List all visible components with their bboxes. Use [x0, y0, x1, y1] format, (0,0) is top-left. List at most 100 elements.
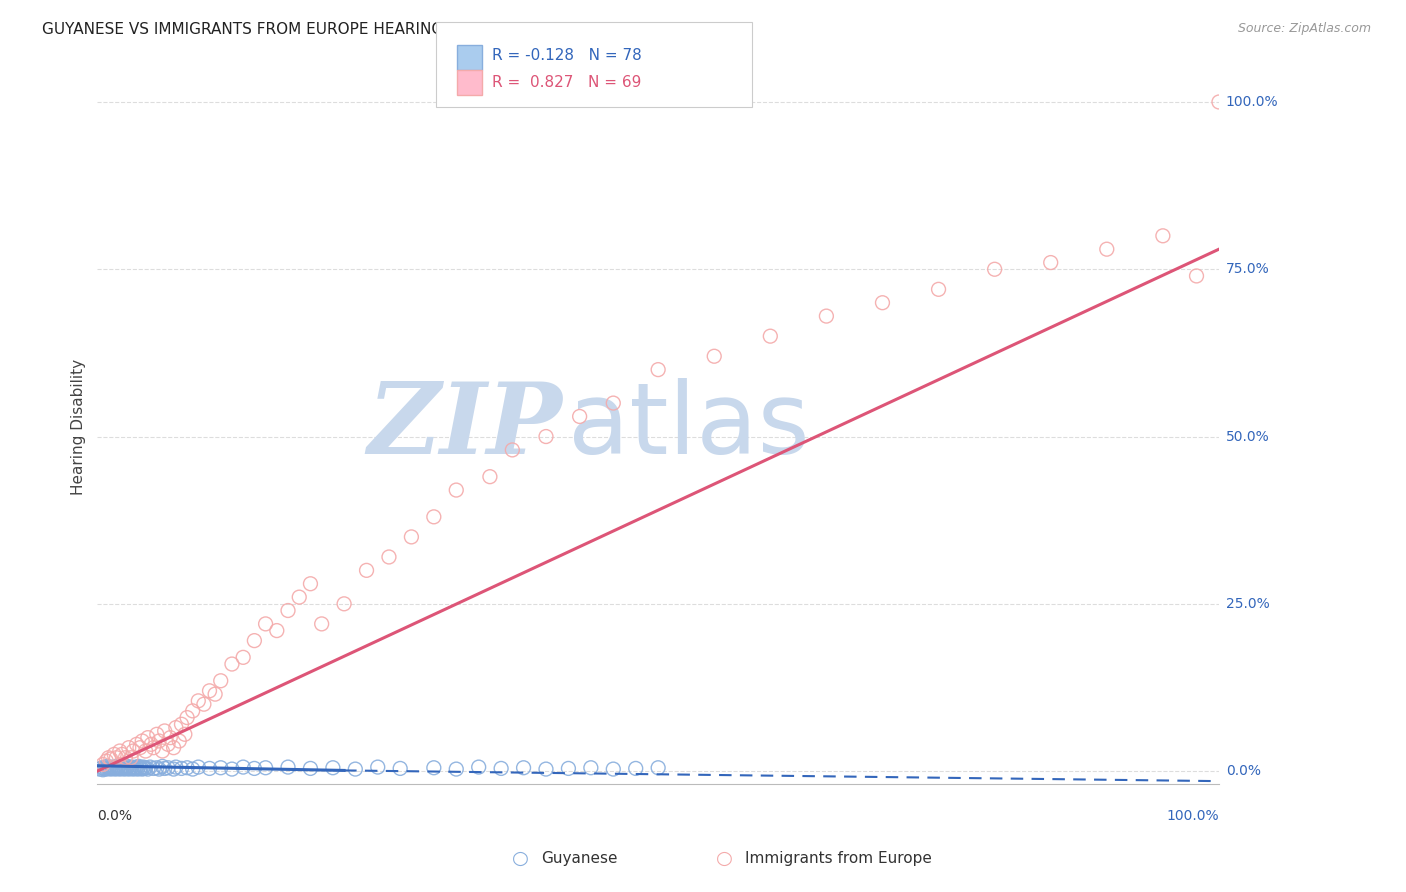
Point [112, 760, 135, 774]
Point [136, 731, 159, 745]
Point [534, 762, 557, 776]
Point [557, 761, 579, 775]
Point [111, 747, 134, 762]
Text: 50.0%: 50.0% [1226, 430, 1270, 443]
Point [97, 761, 120, 775]
Point [311, 616, 333, 631]
Point [176, 761, 198, 775]
Point [148, 762, 170, 776]
Text: Immigrants from Europe: Immigrants from Europe [745, 851, 932, 865]
Point [114, 750, 136, 764]
Point [146, 761, 169, 775]
Point [139, 760, 162, 774]
Point [136, 762, 159, 776]
Point [467, 760, 489, 774]
Point [153, 723, 176, 738]
Text: 25.0%: 25.0% [1226, 597, 1270, 611]
Point [142, 740, 165, 755]
Point [110, 761, 132, 775]
Text: atlas: atlas [568, 378, 810, 475]
Point [115, 761, 138, 775]
Point [159, 731, 181, 745]
Point [120, 750, 142, 764]
Point [98, 761, 121, 775]
Y-axis label: Hearing Disability: Hearing Disability [72, 359, 86, 494]
Point [111, 761, 134, 775]
Point [153, 761, 176, 775]
Point [983, 262, 1005, 277]
Point [94, 760, 117, 774]
Point [170, 717, 193, 731]
Point [181, 762, 204, 776]
Point [478, 469, 501, 483]
Point [121, 760, 143, 774]
Point [299, 761, 322, 775]
Point [1152, 228, 1174, 243]
Point [1185, 268, 1208, 283]
Point [333, 597, 356, 611]
Point [579, 761, 602, 775]
Point [127, 762, 149, 776]
Point [232, 760, 254, 774]
Text: Guyanese: Guyanese [541, 851, 617, 865]
Point [489, 761, 512, 775]
Point [198, 761, 221, 775]
Point [118, 762, 141, 776]
Point [152, 744, 174, 758]
Point [97, 750, 120, 764]
Point [928, 282, 950, 296]
Point [118, 740, 141, 755]
Point [89, 762, 111, 776]
Point [647, 761, 669, 775]
Point [1039, 255, 1062, 269]
Point [91, 763, 114, 777]
Point [446, 762, 468, 776]
Point [254, 616, 277, 631]
Point [107, 760, 129, 774]
Point [100, 762, 122, 776]
Point [534, 429, 557, 443]
Point [96, 759, 118, 773]
Point [129, 761, 152, 775]
Point [703, 349, 725, 363]
Point [162, 740, 184, 755]
Point [128, 759, 150, 773]
Point [446, 483, 468, 497]
Point [193, 697, 215, 711]
Point [152, 759, 174, 773]
Point [602, 762, 624, 776]
Point [125, 737, 148, 751]
Point [125, 760, 148, 774]
Point [117, 759, 139, 773]
Text: 100.0%: 100.0% [1167, 809, 1219, 823]
Point [187, 760, 209, 774]
Text: ZIP: ZIP [368, 378, 562, 475]
Point [107, 761, 129, 775]
Text: 75.0%: 75.0% [1226, 262, 1270, 277]
Text: Source: ZipAtlas.com: Source: ZipAtlas.com [1237, 22, 1371, 36]
Point [356, 563, 378, 577]
Point [91, 757, 114, 772]
Point [156, 761, 179, 775]
Point [167, 734, 190, 748]
Point [322, 761, 344, 775]
Text: 100.0%: 100.0% [1226, 95, 1278, 109]
Point [108, 762, 131, 776]
Point [221, 762, 243, 776]
Point [1208, 95, 1230, 109]
Point [93, 761, 115, 775]
Point [815, 309, 838, 323]
Point [170, 761, 193, 775]
Point [141, 737, 163, 751]
Point [120, 761, 142, 775]
Point [423, 509, 446, 524]
Point [266, 624, 288, 638]
Point [173, 727, 195, 741]
Point [105, 750, 128, 764]
Point [146, 727, 169, 741]
Point [100, 752, 122, 766]
Point [254, 761, 277, 775]
Point [131, 762, 153, 776]
Point [1095, 242, 1118, 256]
Point [122, 762, 145, 776]
